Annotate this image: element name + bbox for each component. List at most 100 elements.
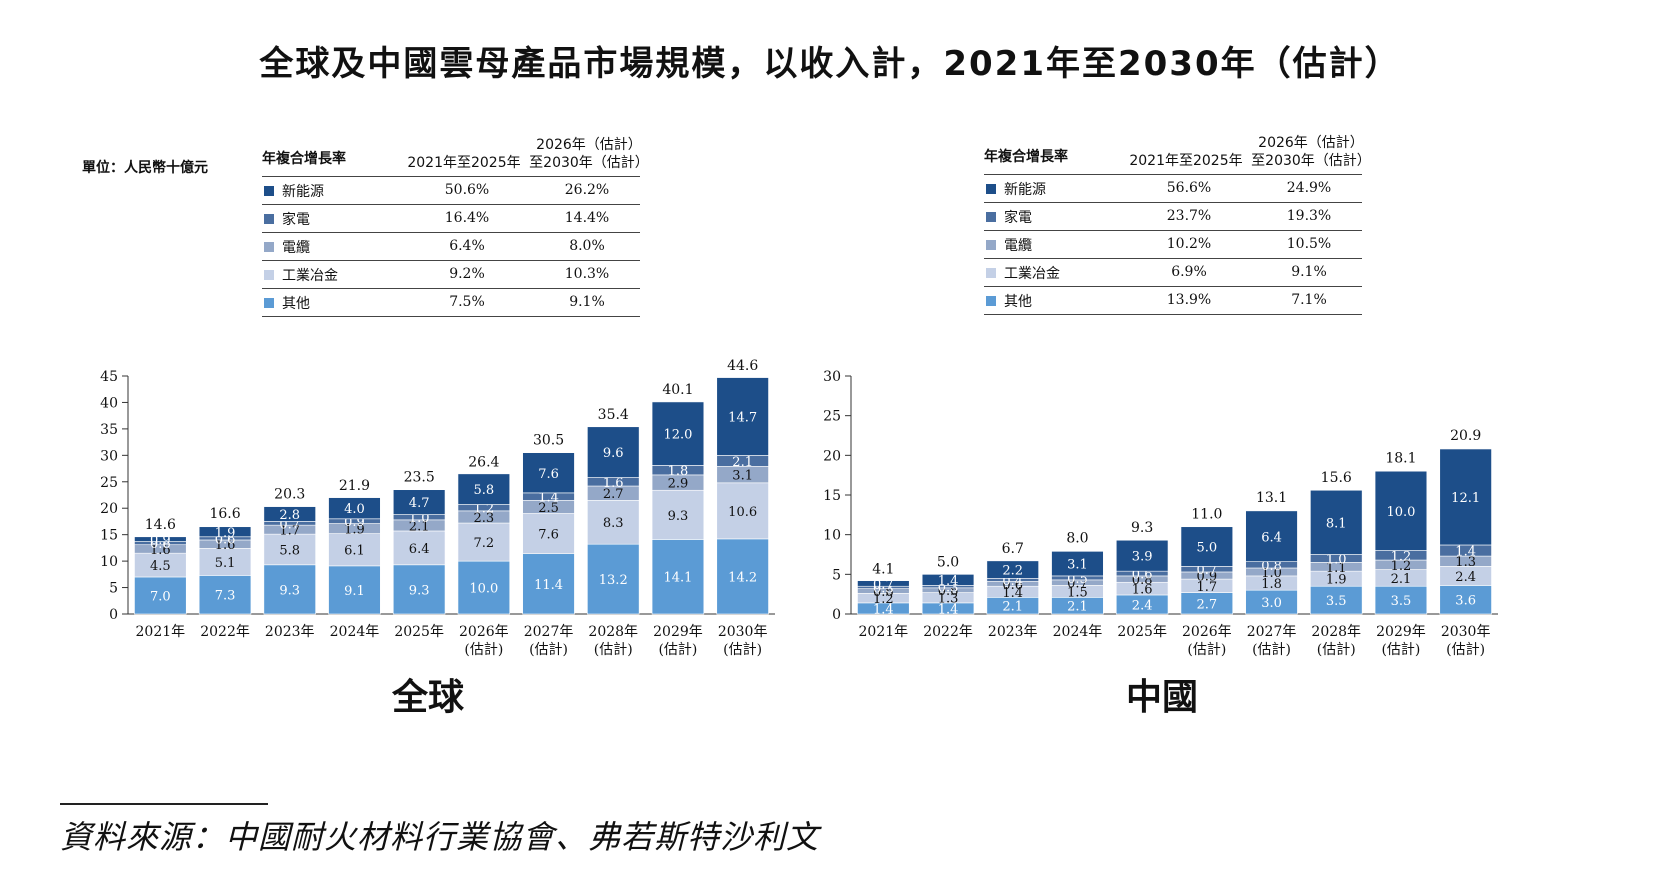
bar-segment-label: 2.1 (1002, 600, 1023, 615)
bar-total-label: 20.9 (1450, 428, 1481, 444)
x-tick-label: 2021年 (136, 624, 186, 640)
bar-segment-label: 2.2 (1002, 564, 1023, 579)
bar-total-label: 6.7 (1002, 541, 1024, 557)
cagr-value-period-1: 56.6% (1166, 180, 1212, 196)
x-tick-label: (估計) (529, 642, 568, 658)
bar-segment-label: 8.3 (603, 516, 624, 531)
bar-segment-label: 1.5 (1067, 585, 1088, 600)
bar-segment-label: 2.8 (279, 508, 300, 523)
bar-total-label: 18.1 (1385, 450, 1416, 466)
y-tick-label: 30 (100, 448, 118, 464)
cagr-value-period-1: 9.2% (449, 266, 485, 282)
bar-segment-label: 3.0 (1261, 596, 1282, 611)
x-tick-label: (估計) (1381, 642, 1420, 658)
cagr-value-period-2: 14.4% (564, 210, 610, 226)
bar-segment (198, 548, 252, 576)
bar-segment-label: 1.0 (1261, 566, 1282, 581)
bar-segment (198, 526, 252, 538)
cagr-value-period-2: 19.3% (1286, 208, 1332, 224)
bar-segment (134, 536, 187, 542)
cagr-value-period-1: 6.4% (449, 238, 485, 254)
bar-segment-label: 1.7 (1197, 580, 1218, 595)
bar-segment-label: 14.7 (728, 410, 757, 425)
bar-segment (457, 473, 511, 505)
bar-segment-label: 4.7 (409, 496, 430, 511)
bar-segment (328, 497, 381, 520)
bar-segment-label: 1.3 (1455, 555, 1476, 570)
bar-segment-label: 1.2 (1391, 559, 1412, 574)
cagr-row: 工業冶金 6.9% 9.1% (984, 258, 1362, 286)
bar-segment-label: 1.6 (1132, 583, 1153, 598)
bar-segment (263, 506, 316, 522)
cagr-rows: 新能源 56.6% 24.9% 家電 23.7% 19.3% 電纜 10.2% 10.5% 工業冶… (984, 174, 1362, 315)
y-tick-label: 25 (823, 409, 841, 425)
bar-segment (716, 377, 769, 456)
bar-segment (587, 426, 640, 478)
bar-segment-label: 7.0 (150, 589, 171, 604)
x-tick-label: 2022年 (200, 624, 250, 640)
cagr-row: 家電 23.7% 19.3% (984, 202, 1362, 230)
cagr-row: 工業冶金 9.2% 10.3% (262, 260, 640, 288)
y-tick-label: 15 (823, 488, 841, 504)
cagr-value-period-1: 50.6% (444, 182, 490, 198)
bar-segment (392, 489, 446, 515)
bar-segment-label: 3.1 (1067, 558, 1088, 573)
x-tick-label: 2026年 (459, 624, 509, 640)
cagr-table-header: 年複合增長率 2021年至2025年 2026年（估計） 至2030年（估計） (262, 126, 649, 176)
x-tick-label: 2024年 (330, 624, 380, 640)
legend-swatch (986, 296, 996, 306)
bar-segment-label: 0.7 (873, 577, 894, 592)
bar-total-label: 8.0 (1066, 531, 1088, 547)
bar-total-label: 35.4 (598, 407, 629, 423)
y-tick-label: 45 (100, 369, 118, 385)
bar-segment-label: 1.0 (409, 511, 430, 526)
bar-segment-label: 1.7 (279, 524, 300, 539)
cagr-row: 其他 7.5% 9.1% (262, 288, 640, 317)
bar-segment (587, 499, 640, 545)
bar-segment-label: 2.9 (668, 477, 689, 492)
y-tick-label: 0 (109, 607, 118, 623)
cagr-value-period-1: 23.7% (1166, 208, 1212, 224)
bar-segment-label: 5.1 (215, 556, 236, 571)
bar-segment-label: 1.0 (1326, 552, 1347, 567)
cagr-row: 電纜 6.4% 8.0% (262, 232, 640, 260)
china-stacked-bar-chart: 0510152025301.41.20.60.30.74.12021年1.41.… (823, 369, 1498, 658)
bar-segment-label: 4.5 (150, 559, 171, 574)
bar-segment-label: 2.1 (1067, 600, 1088, 615)
bar-total-label: 16.6 (209, 506, 240, 522)
x-tick-label: 2024年 (1053, 624, 1103, 640)
legend-swatch (986, 212, 996, 222)
bar-segment-label: 1.6 (215, 538, 236, 553)
global-stacked-bar-chart: 0510152025303540457.04.51.60.60.914.6202… (100, 358, 775, 658)
bar-segment-label: 2.3 (474, 511, 495, 526)
bar-segment (263, 533, 316, 566)
x-tick-label: 2030年 (1441, 624, 1491, 640)
page-title: 全球及中國雲母產品市場規模，以收入計，2021年至2030年（估計） (259, 44, 1401, 84)
bar-segment-label: 1.8 (1261, 577, 1282, 592)
bar-segment (198, 575, 252, 615)
cagr-header-period-1: 2021年至2025年 (1129, 153, 1243, 169)
y-tick-label: 15 (100, 528, 118, 544)
cagr-value-period-2: 9.1% (569, 294, 605, 310)
bar-segment (1051, 551, 1104, 577)
bar-segment (328, 565, 381, 615)
bar-total-label: 15.6 (1321, 470, 1352, 486)
x-tick-label: 2026年 (1182, 624, 1232, 640)
bar-total-label: 44.6 (727, 358, 758, 374)
bar-segment (651, 401, 705, 466)
bar-segment-label: 4.0 (344, 502, 365, 517)
bar-segment-label: 14.2 (728, 570, 757, 585)
y-tick-label: 10 (100, 554, 118, 570)
bar-segment (263, 564, 316, 615)
cagr-header-period-2: 2026年（估計） 至2030年（估計） (1246, 134, 1376, 170)
legend-series-name: 家電 (282, 212, 310, 228)
bar-segment (522, 553, 575, 615)
bar-segment (1310, 489, 1363, 555)
bar-segment-label: 0.8 (1261, 559, 1282, 574)
bar-segment-label: 11.4 (534, 578, 563, 593)
legend-series-name: 工業冶金 (1004, 266, 1060, 282)
bar-segment (921, 574, 975, 586)
cagr-header-period-1: 2021年至2025年 (407, 155, 521, 171)
bar-segment (1115, 539, 1169, 572)
x-tick-label: (估計) (1317, 642, 1356, 658)
